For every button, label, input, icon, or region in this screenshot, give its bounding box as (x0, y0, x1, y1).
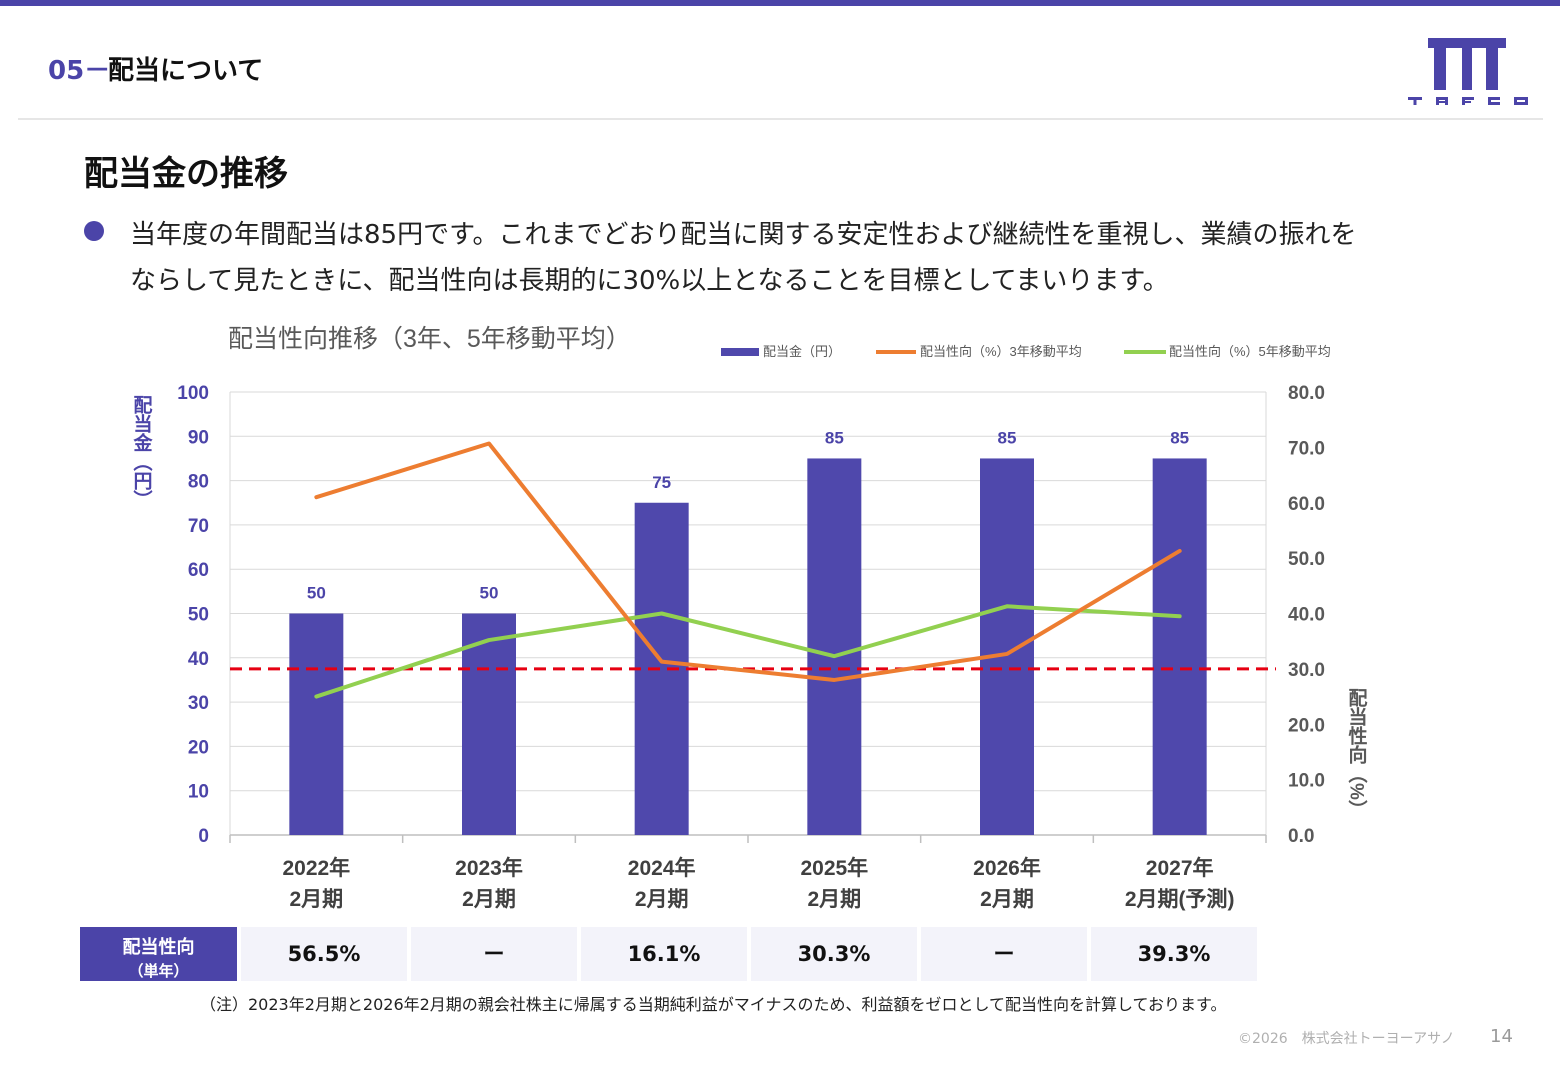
x-tick-label-year: 2026年 (973, 856, 1041, 880)
bar-data-label: 85 (998, 428, 1017, 447)
legend-swatch-dividend (721, 348, 759, 356)
payout-cell-2026: ー (921, 927, 1087, 981)
footnote: （注）2023年2月期と2026年2月期の親会社株主に帰属する当期純利益がマイナ… (200, 995, 1227, 1014)
x-tick-label-period: 2月期(予測) (1125, 888, 1235, 911)
bar-data-label: 50 (307, 584, 326, 603)
y-right-tick-label: 20.0 (1288, 715, 1325, 736)
y-left-tick-label: 50 (188, 605, 209, 626)
x-tick-label-year: 2025年 (800, 856, 868, 880)
bar-dividend-1 (289, 613, 344, 835)
y-left-tick-label: 90 (188, 427, 209, 448)
bar-dividend-2 (462, 613, 516, 835)
y-left-tick-label: 0 (198, 826, 209, 847)
bar-dividend-3 (634, 502, 689, 835)
section-title: 配当について (108, 56, 264, 86)
payout-row-header-line1: 配当性向 (122, 937, 195, 958)
section-separator: － (84, 56, 111, 86)
y-right-tick-label: 10.0 (1288, 771, 1325, 792)
y-right-tick-label: 40.0 (1288, 605, 1325, 626)
bullet-text-line-1: 当年度の年間配当は85円です。これまでどおり配当に関する安定性および継続性を重視… (130, 220, 1357, 250)
x-tick-label-period: 2月期 (980, 888, 1034, 911)
bar-data-label: 50 (480, 584, 499, 603)
line-3yr-moving-average (314, 441, 1182, 682)
y-left-tick-label: 10 (188, 782, 209, 803)
y-left-tick-label: 30 (188, 693, 209, 714)
x-tick-label-year: 2027年 (1146, 856, 1214, 880)
copyright: ©2026 株式会社トーヨーアサノ (1238, 1031, 1455, 1047)
payout-row-header: 配当性向 （単年） (80, 927, 237, 981)
y-right-tick-label: 0.0 (1288, 826, 1314, 847)
payout-cell-2024: 16.1% (581, 927, 747, 981)
x-tick-label-year: 2022年 (282, 856, 350, 880)
x-tick-label-period: 2月期 (289, 888, 343, 911)
company-logo (1408, 38, 1528, 105)
header-divider (18, 118, 1543, 120)
top-accent-bar (0, 0, 1560, 6)
bullet-icon (84, 221, 104, 241)
x-tick-label-year: 2023年 (455, 856, 523, 880)
y-left-tick-label: 70 (188, 516, 209, 537)
payout-cell-2022: 56.5% (241, 927, 407, 981)
y-right-tick-label: 50.0 (1288, 549, 1325, 570)
y-left-tick-label: 40 (188, 649, 209, 670)
bar-data-label: 75 (652, 473, 671, 492)
legend-label-dividend: 配当金（円） (763, 344, 841, 359)
x-tick-label-period: 2月期 (635, 888, 689, 911)
y-left-tick-label: 80 (188, 472, 209, 493)
y-right-axis-title: 配当性向（%） (1346, 688, 1368, 819)
y-right-tick-label: 70.0 (1288, 438, 1325, 459)
y-left-tick-label: 100 (177, 383, 209, 404)
x-tick-label-period: 2月期 (462, 888, 516, 911)
bar-dividend-4 (807, 458, 862, 835)
page-number: 14 (1490, 1026, 1513, 1047)
bar-dividend-6 (1152, 458, 1207, 835)
x-tick-label-period: 2月期 (807, 888, 861, 911)
payout-cell-2025: 30.3% (751, 927, 917, 981)
bar-data-label: 85 (825, 428, 844, 447)
legend-label-3yr: 配当性向（%）3年移動平均 (920, 344, 1082, 359)
bar-data-label: 85 (1170, 428, 1189, 447)
payout-cell-2023: ー (411, 927, 577, 981)
y-left-axis-title: 配当金（円） (131, 395, 154, 509)
y-right-tick-label: 60.0 (1288, 494, 1325, 515)
bullet-text-line-2: ならして見たときに、配当性向は長期的に30%以上となることを目標としてまいります… (130, 266, 1169, 296)
section-number: 05－ (48, 56, 111, 86)
payout-cell-2027: 39.3% (1091, 927, 1257, 981)
dividend-chart: 配当性向推移（3年、5年移動平均） 0 10 20 30 40 50 60 70 80 90 100 0… (131, 325, 1368, 911)
chart-title: 配当性向推移（3年、5年移動平均） (228, 325, 631, 353)
y-right-tick-label: 30.0 (1288, 660, 1325, 681)
y-right-tick-label: 80.0 (1288, 383, 1325, 404)
page-heading: 配当金の推移 (84, 154, 288, 194)
payout-row-header-line2: （単年） (128, 962, 189, 980)
y-left-tick-label: 20 (188, 737, 209, 758)
legend-label-5yr: 配当性向（%）5年移動平均 (1169, 344, 1331, 359)
x-tick-label-year: 2024年 (628, 856, 696, 880)
bullet-text: 当年度の年間配当は85円です。これまでどおり配当に関する安定性および継続性を重視… (130, 212, 1470, 304)
line-5yr-moving-average (314, 604, 1182, 699)
bar-dividend-5 (980, 458, 1034, 835)
y-left-tick-label: 60 (188, 560, 209, 581)
